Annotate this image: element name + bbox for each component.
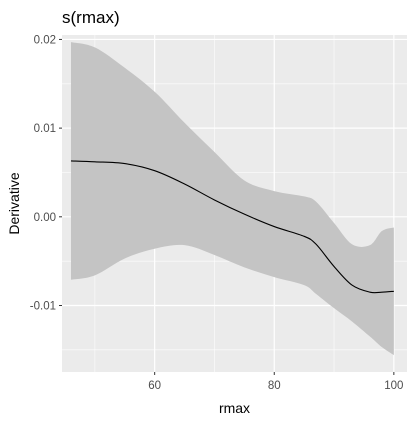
x-tick-label: 60: [148, 380, 161, 392]
y-tick-label: 0.00: [34, 212, 56, 224]
y-tick-label: -0.01: [30, 300, 56, 312]
y-tick-label: 0.01: [34, 123, 56, 135]
y-axis-ticks: -0.01 0.00 0.01 0.02: [30, 34, 62, 312]
confidence-band: [70, 42, 394, 356]
derivative-line: [70, 160, 394, 294]
x-tick-label: 100: [384, 380, 403, 392]
x-axis-ticks: 60 80 100: [148, 372, 403, 392]
y-tick-label: 0.02: [34, 34, 56, 46]
chart-title: s(rmax): [62, 8, 120, 27]
x-axis-title: rmax: [219, 400, 250, 416]
y-axis-title: Derivative: [6, 172, 22, 234]
x-tick-label: 80: [268, 380, 281, 392]
